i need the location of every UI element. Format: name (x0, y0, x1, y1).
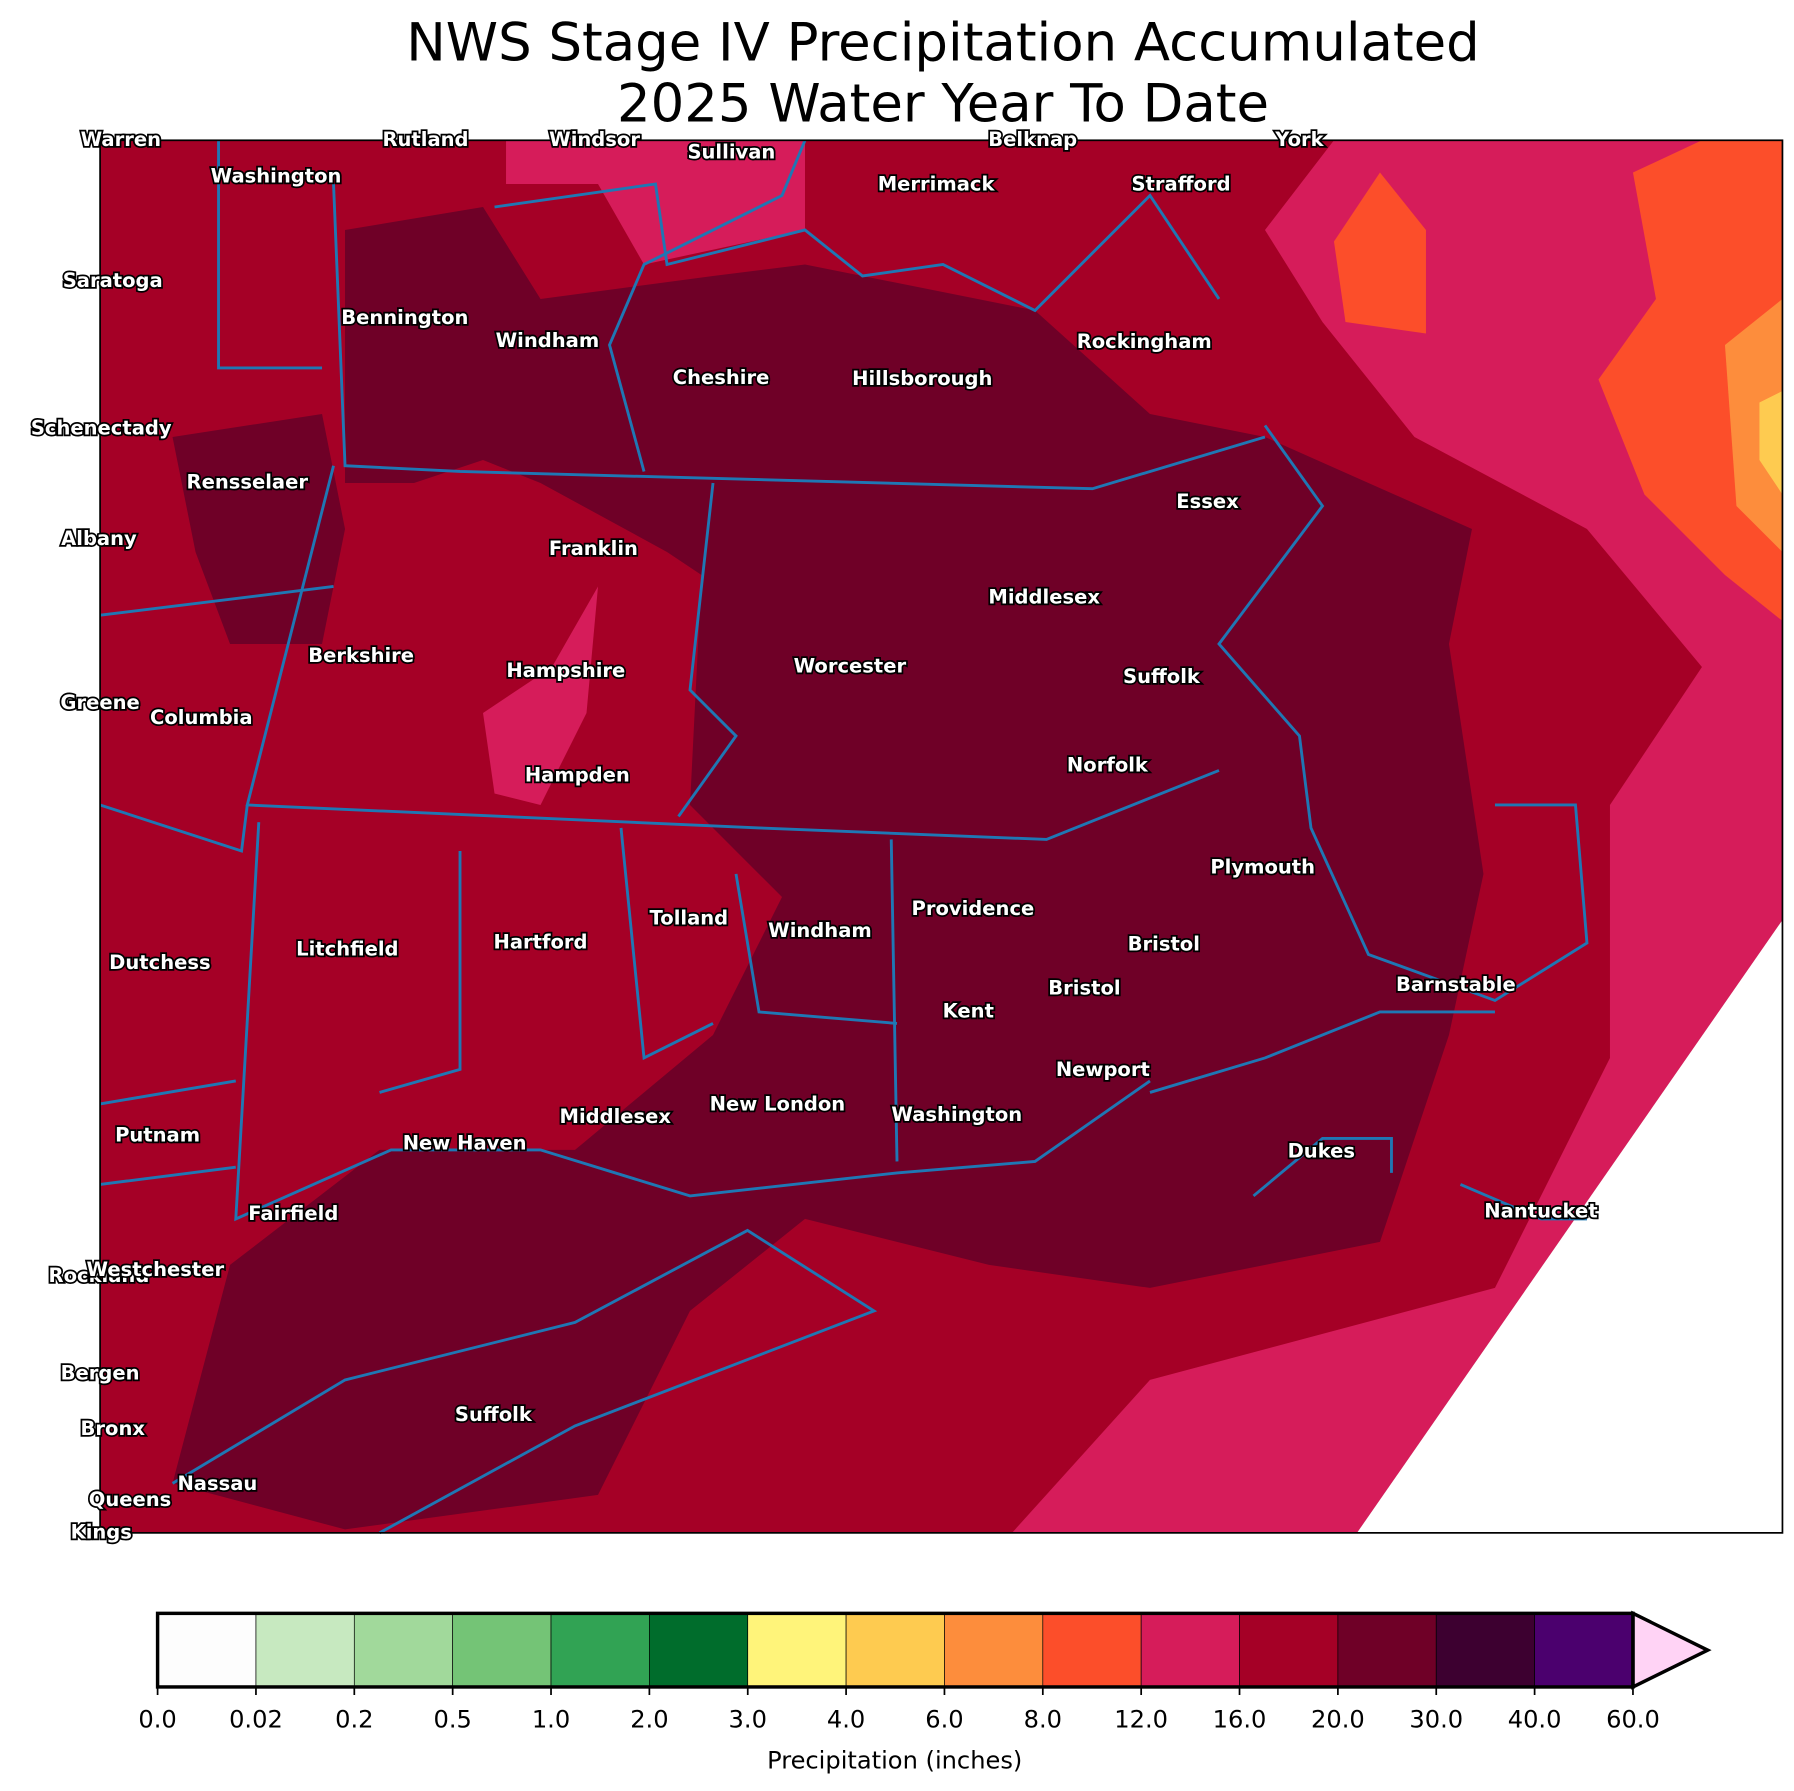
colorbar-bin (353, 1613, 454, 1688)
county-label: Hartford (494, 930, 588, 953)
county-label: Suffolk (455, 1403, 533, 1426)
colorbar-tick-label: 0.0 (138, 1705, 176, 1733)
county-label: Nantucket (1484, 1200, 1597, 1223)
county-label: Berkshire (308, 644, 414, 667)
county-label: Litchfield (296, 937, 398, 960)
county-label: Middlesex (988, 585, 1100, 608)
county-label: Bennington (341, 306, 468, 329)
county-label: Windham (768, 919, 872, 942)
colorbar-tick-label: 1.0 (532, 1705, 570, 1733)
county-label: New London (710, 1093, 846, 1116)
county-label: Rensselaer (187, 470, 309, 493)
colorbar-tick-label: 20.0 (1311, 1705, 1365, 1733)
county-label: Westchester (86, 1258, 224, 1281)
county-label: Strafford (1131, 173, 1230, 196)
colorbar-extend (1631, 1610, 1712, 1690)
county-label: Dukes (1288, 1140, 1355, 1163)
county-label: Albany (61, 527, 137, 550)
colorbar-tick-label: 40.0 (1508, 1705, 1562, 1733)
subtitle: 2025 Water Year To Date (617, 74, 1269, 135)
colorbar-tick-label: 6.0 (925, 1705, 963, 1733)
colorbar-bin (157, 1613, 257, 1688)
county-label: Newport (1056, 1058, 1150, 1081)
county-label: Hillsborough (852, 367, 992, 390)
colorbar-bin (1042, 1613, 1142, 1688)
county-label: Greene (60, 691, 139, 714)
county-label: Putnam (115, 1124, 200, 1147)
county-label: Queens (89, 1488, 172, 1511)
title: NWS Stage IV Precipitation Accumulated (406, 13, 1480, 74)
county-label: Norfolk (1067, 753, 1149, 776)
county-label: Saratoga (63, 269, 163, 292)
county-label: Cheshire (673, 366, 770, 389)
county-label: Hampshire (506, 659, 625, 682)
county-label: Worcester (794, 654, 907, 677)
colorbar-tick-label: 0.5 (433, 1705, 471, 1733)
county-label: York (1274, 128, 1324, 151)
county-label: Washington (891, 1103, 1022, 1126)
county-label: Schenectady (31, 416, 172, 439)
county-label: Windham (496, 329, 600, 352)
county-label: Suffolk (1123, 665, 1201, 688)
county-label: Nassau (177, 1472, 257, 1495)
colorbar-bin (1140, 1613, 1240, 1688)
colorbar-tick-label: 60.0 (1606, 1705, 1660, 1733)
county-label: Essex (1176, 490, 1239, 513)
county-label: Merrimack (878, 173, 996, 196)
colorbar-tick-label: 4.0 (827, 1705, 865, 1733)
county-label: Sullivan (687, 140, 775, 163)
colorbar-bin (452, 1613, 552, 1688)
county-label: Windsor (549, 128, 640, 151)
county-label: Columbia (150, 706, 253, 729)
county-label: Middlesex (560, 1105, 672, 1128)
county-label: Fairfield (248, 1202, 338, 1225)
county-label: Plymouth (1210, 856, 1315, 879)
colorbar-tick-label: 8.0 (1024, 1705, 1062, 1733)
county-label: Kent (943, 999, 994, 1022)
county-label: Hampden (525, 764, 630, 787)
colorbar-bin (944, 1613, 1044, 1688)
county-label: Belknap (988, 128, 1077, 151)
colorbar-tick-label: 3.0 (729, 1705, 767, 1733)
colorbar-tick-label: 16.0 (1213, 1705, 1267, 1733)
county-label: Tolland (650, 906, 729, 929)
county-label: Washington (211, 165, 342, 188)
county-label: Barnstable (1396, 973, 1516, 996)
colorbar-tick-label: 12.0 (1114, 1705, 1168, 1733)
colorbar-bin (1435, 1613, 1535, 1688)
colorbar-frame (155, 1611, 1635, 1689)
colorbar-bin (550, 1613, 650, 1688)
county-label: Bristol (1048, 976, 1120, 999)
colorbar-tick-label: 2.0 (630, 1705, 668, 1733)
county-label: Warren (81, 128, 161, 151)
county-label: Rutland (383, 128, 469, 151)
county-label: Bronx (81, 1417, 146, 1440)
colorbar-label: Precipitation (inches) (767, 1747, 1022, 1775)
colorbar-bin (1534, 1613, 1634, 1688)
colorbar-bin (845, 1613, 945, 1688)
colorbar-tick-label: 0.2 (335, 1705, 373, 1733)
county-label: Franklin (549, 537, 638, 560)
county-label: Providence (912, 897, 1035, 920)
colorbar-bin (255, 1613, 355, 1688)
map (99, 139, 1784, 1535)
county-label: Dutchess (109, 951, 210, 974)
county-label: Bergen (61, 1362, 140, 1385)
county-label: Bristol (1128, 933, 1200, 956)
county-label: Rockland (49, 1264, 150, 1287)
county-label: Kings (71, 1520, 132, 1543)
colorbar-bin (747, 1613, 847, 1688)
colorbar-tick-label: 30.0 (1409, 1705, 1463, 1733)
county-label: New Haven (403, 1132, 527, 1155)
colorbar-bin (1239, 1613, 1339, 1688)
colorbar-bin (649, 1613, 749, 1688)
colorbar-tick-label: 0.02 (229, 1705, 283, 1733)
county-label: Rockingham (1077, 330, 1212, 353)
colorbar-bin (1337, 1613, 1437, 1688)
